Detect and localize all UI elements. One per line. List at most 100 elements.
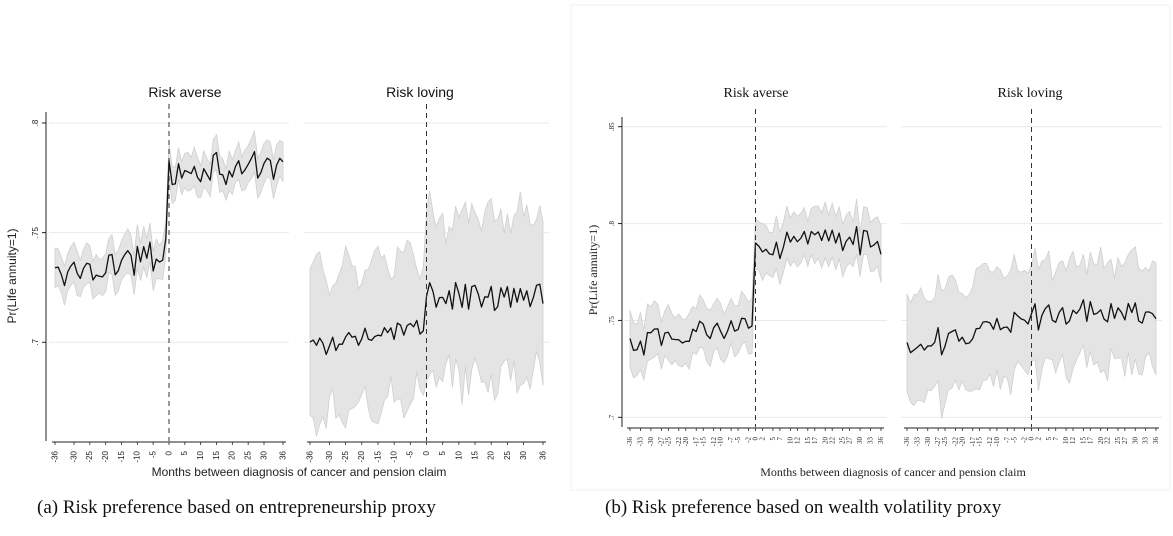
x-tick-label: 25 <box>503 450 512 459</box>
x-tick-label: -22 <box>675 437 683 447</box>
x-tick-label: -15 <box>976 437 984 447</box>
panel-title: Risk averse <box>724 86 789 101</box>
x-tick-label: -27 <box>657 437 665 447</box>
x-tick-label: -5 <box>149 450 158 458</box>
x-tick-label: -36 <box>626 437 634 447</box>
x-axis-title: Months between diagnosis of cancer and p… <box>760 465 1026 479</box>
confidence-band <box>629 198 882 382</box>
confidence-band <box>906 246 1157 419</box>
chart-a: .7 .75 .8 Pr(Life annuity=1) Months between … <box>5 84 549 479</box>
x-tick-label: -12 <box>710 437 718 447</box>
x-tick-label: 10 <box>454 450 463 459</box>
x-tick-label: 30 <box>1131 437 1139 445</box>
x-tick-label: -2 <box>1021 437 1029 443</box>
chart-b: .7 .75 .8 .85 Pr(Life annuity=1) Months betwe… <box>570 4 1171 491</box>
x-tick-label: 33 <box>1142 437 1150 445</box>
panel-b-2: -36 -33 -30 -27-25 -22-20 -17-15 -12-10 -7-5 -20… <box>901 86 1162 446</box>
x-tick-label: -17 <box>692 437 700 447</box>
x-tick-label: 25 <box>839 437 847 445</box>
x-tick-label: -30 <box>69 450 78 462</box>
x-tick-label: -27 <box>934 437 942 447</box>
x-tick-label: 15 <box>804 437 812 445</box>
x-tick-label: 15 <box>470 450 479 459</box>
x-tick-label: -15 <box>117 450 126 462</box>
x-tick-label: 20 <box>487 450 496 459</box>
x-tick-label: -2 <box>745 437 753 443</box>
x-tick-label: -10 <box>717 437 725 447</box>
x-tick-label: 0 <box>752 437 760 441</box>
x-tick-label: -30 <box>647 437 655 447</box>
x-tick-label: 36 <box>278 450 287 459</box>
x-tick-label: 22 <box>1104 437 1112 445</box>
x-tick-label: 33 <box>867 437 875 445</box>
panel-title: Risk loving <box>998 86 1063 101</box>
x-tick-label: -20 <box>357 450 366 462</box>
x-tick-label: 30 <box>259 450 268 459</box>
x-tick-label: -25 <box>85 450 94 462</box>
y-axis-title: Pr(Life annuity=1) <box>586 225 600 315</box>
x-tick-label: 5 <box>1045 437 1053 441</box>
x-tick-label: -22 <box>952 437 960 447</box>
x-tick-label: -10 <box>993 437 1001 447</box>
x-tick-label: 36 <box>538 450 547 459</box>
x-tick-label: 12 <box>793 437 801 445</box>
x-tick-label: 17 <box>811 437 819 445</box>
panel-title: Risk loving <box>386 84 454 100</box>
x-tick-label: -30 <box>325 450 334 462</box>
series-line <box>629 225 882 356</box>
x-tick-label: 36 <box>1152 437 1160 445</box>
x-tick-label: 30 <box>519 450 528 459</box>
x-axis-title: Months between diagnosis of cancer and p… <box>152 465 447 479</box>
panel-a-2: -36 -30 -25 -20 -15 -10 -5 0 5 10 15 20 25 30 36 Risk l… <box>304 84 549 463</box>
x-tick-label: -33 <box>913 437 921 447</box>
x-tick-label: 20 <box>1097 437 1105 445</box>
x-tick-label: 5 <box>769 437 777 441</box>
x-tick-label: -25 <box>941 437 949 447</box>
caption-a: (a) Risk preference based on entrepreneu… <box>37 497 436 518</box>
x-tick-label: -5 <box>406 450 415 458</box>
x-tick-label: 20 <box>228 450 237 459</box>
x-tick-label: -25 <box>341 450 350 462</box>
x-tick-label: 0 <box>422 450 431 455</box>
x-tick-label: -36 <box>305 450 314 462</box>
caption-b: (b) Risk preference based on wealth vola… <box>605 497 1002 518</box>
panel-a-1: -36 -30 -25 -20 -15 -10 -5 0 5 10 15 20 25 30 36 Risk a… <box>49 84 289 463</box>
x-tick-label: 25 <box>244 450 253 459</box>
x-tick-label: -10 <box>133 450 142 462</box>
x-tick-label: 15 <box>1079 437 1087 445</box>
x-tick-label: 10 <box>786 437 794 445</box>
x-tick-label: 12 <box>1069 437 1077 445</box>
x-tick-label: 22 <box>828 437 836 445</box>
x-tick-label: 2 <box>1035 437 1043 441</box>
x-tick-label: 0 <box>164 450 173 455</box>
x-tick-label: 10 <box>196 450 205 459</box>
x-tick-label: 5 <box>180 450 189 455</box>
x-tick-label: 10 <box>1062 437 1070 445</box>
y-tick-label: .7 <box>31 338 40 345</box>
panel-b-1: -36 -33 -30 -27-25 -22-20 -17-15 -12-10 -7-5 -20… <box>624 86 887 446</box>
x-tick-label: 27 <box>1121 437 1129 445</box>
x-tick-label: -17 <box>969 437 977 447</box>
x-tick-label: -15 <box>373 450 382 462</box>
x-tick-label: -30 <box>924 437 932 447</box>
panel-title: Risk averse <box>148 84 221 100</box>
x-tick-label: 15 <box>212 450 221 459</box>
x-tick-label: 7 <box>1052 437 1060 441</box>
x-tick-label: 36 <box>877 437 885 445</box>
x-tick-label: -25 <box>664 437 672 447</box>
x-tick-label: -36 <box>50 450 59 462</box>
x-tick-label: -12 <box>986 437 994 447</box>
x-tick-label: -5 <box>734 437 742 443</box>
y-tick-label: .8 <box>608 220 616 226</box>
x-tick-label: -5 <box>1010 437 1018 443</box>
x-tick-label: -20 <box>958 437 966 447</box>
x-tick-label: 17 <box>1086 437 1094 445</box>
series-line <box>906 299 1157 356</box>
x-tick-label: -15 <box>699 437 707 447</box>
x-tick-label: 2 <box>759 437 767 441</box>
x-tick-label: -7 <box>1003 437 1011 443</box>
x-tick-label: 7 <box>776 437 784 441</box>
y-tick-label: .75 <box>31 227 40 239</box>
y-tick-label: .7 <box>608 414 616 420</box>
